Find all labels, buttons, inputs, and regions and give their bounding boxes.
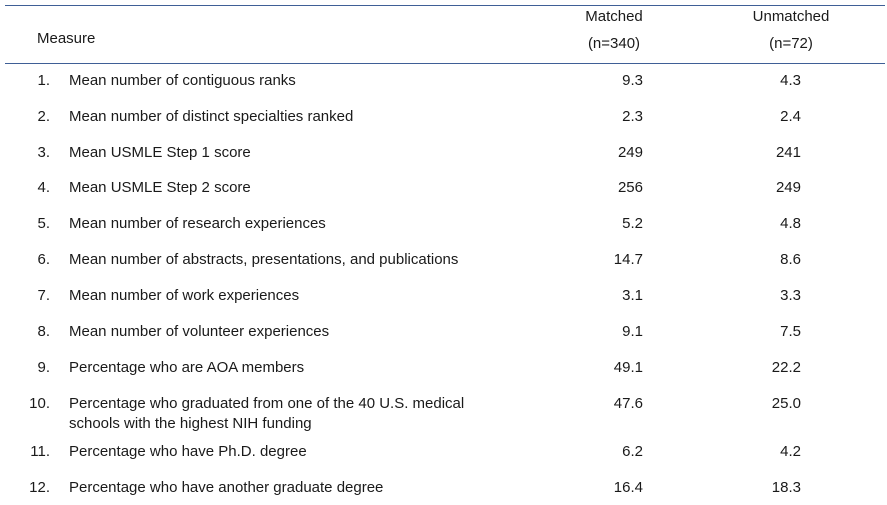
header-unmatched: Unmatched: [752, 8, 830, 25]
unmatched-value: 241: [775, 144, 801, 161]
unmatched-value: 7.5: [780, 323, 801, 340]
row-label: Percentage who are AOA members: [69, 359, 305, 376]
matched-value: 2.3: [622, 108, 643, 125]
row-number: 2.: [37, 108, 50, 125]
unmatched-value: 4.2: [780, 443, 801, 460]
matched-value: 5.2: [622, 215, 643, 232]
matched-value: 47.6: [613, 395, 643, 412]
row-label: Percentage who have Ph.D. degree: [69, 443, 307, 460]
unmatched-value: 25.0: [771, 395, 801, 412]
row-label: Mean number of abstracts, presentations,…: [69, 251, 459, 268]
row-number: 7.: [37, 287, 50, 304]
top-rule: [5, 5, 885, 6]
unmatched-value: 22.2: [771, 359, 801, 376]
unmatched-value: 249: [775, 179, 801, 196]
header-measure: Measure: [37, 30, 96, 47]
matched-value: 49.1: [613, 359, 643, 376]
row-label: Mean USMLE Step 2 score: [69, 179, 251, 196]
matched-value: 3.1: [622, 287, 643, 304]
row-number: 12.: [29, 479, 50, 496]
row-number: 1.: [37, 72, 50, 89]
row-label: Mean number of research experiences: [69, 215, 326, 232]
matched-value: 9.1: [622, 323, 643, 340]
matched-value: 6.2: [622, 443, 643, 460]
unmatched-value: 3.3: [780, 287, 801, 304]
matched-value: 249: [617, 144, 643, 161]
row-label: Mean USMLE Step 1 score: [69, 144, 251, 161]
row-label: schools with the highest NIH funding: [69, 415, 312, 432]
row-label: Mean number of volunteer experiences: [69, 323, 330, 340]
unmatched-value: 4.3: [780, 72, 801, 89]
row-number: 4.: [37, 179, 50, 196]
row-number: 11.: [30, 443, 50, 460]
unmatched-value: 4.8: [780, 215, 801, 232]
row-number: 9.: [37, 359, 50, 376]
matched-value: 14.7: [613, 251, 643, 268]
row-label: Mean number of contiguous ranks: [69, 72, 296, 89]
row-label: Mean number of work experiences: [69, 287, 300, 304]
row-number: 8.: [37, 323, 50, 340]
unmatched-value: 2.4: [780, 108, 801, 125]
matched-value: 9.3: [622, 72, 643, 89]
row-number: 5.: [37, 215, 50, 232]
header-matched-n: (n=340): [587, 35, 641, 52]
unmatched-value: 18.3: [771, 479, 801, 496]
row-number: 6.: [37, 251, 50, 268]
header-matched: Matched: [585, 8, 643, 25]
row-number: 3.: [37, 144, 50, 161]
row-label: Mean number of distinct specialties rank…: [69, 108, 354, 125]
row-label: Percentage who graduated from one of the…: [69, 395, 465, 412]
header-rule: [5, 63, 885, 64]
unmatched-value: 8.6: [780, 251, 801, 268]
matched-value: 16.4: [613, 479, 643, 496]
header-unmatched-n: (n=72): [769, 35, 813, 52]
row-number: 10.: [29, 395, 50, 412]
matched-value: 256: [617, 179, 643, 196]
row-label: Percentage who have another graduate deg…: [69, 479, 384, 496]
